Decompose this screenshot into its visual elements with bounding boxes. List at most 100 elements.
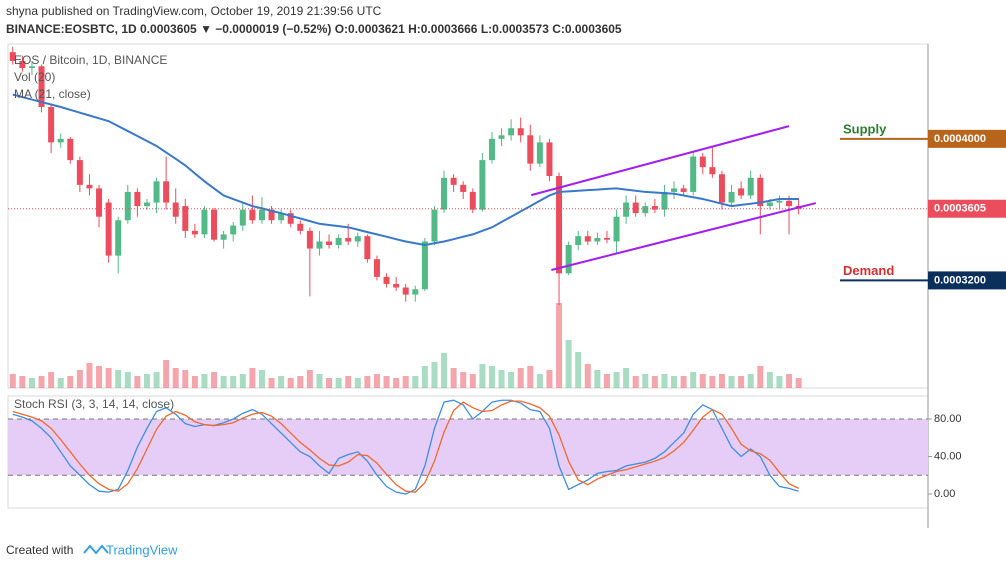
volume-bar	[326, 378, 333, 388]
candle-body	[220, 234, 227, 240]
volume-bar	[508, 372, 515, 388]
volume-bar	[718, 374, 725, 388]
candle-body	[488, 138, 495, 161]
candle-body	[412, 289, 419, 295]
volume-bar	[354, 378, 361, 388]
volume-bar	[115, 370, 122, 388]
volume-bar	[642, 374, 649, 388]
volume-bar	[565, 340, 572, 388]
volume-bar	[306, 370, 313, 388]
volume-bar	[661, 374, 668, 388]
candle-body	[335, 237, 342, 246]
candle-body	[536, 142, 543, 164]
candle-body	[57, 138, 64, 143]
candle-body	[201, 209, 208, 235]
volume-bar	[143, 374, 150, 388]
volume-bar	[747, 374, 754, 388]
trend-line	[530, 125, 790, 197]
volume-bar	[287, 378, 294, 388]
stoch-line	[12, 399, 799, 495]
candle-body	[651, 206, 658, 210]
candle-body	[757, 177, 764, 207]
volume-bar	[651, 376, 658, 388]
candle-body	[498, 135, 505, 139]
volume-bar	[536, 374, 543, 388]
volume-bar	[124, 372, 131, 388]
volume-bar	[201, 374, 208, 388]
volume-bar	[153, 372, 160, 388]
candle-body	[421, 241, 428, 290]
trend-line	[551, 202, 817, 271]
candle-body	[613, 216, 620, 242]
volume-bar	[527, 366, 534, 388]
volume-bar	[623, 368, 630, 388]
candle-body	[326, 241, 333, 246]
candle-body	[747, 177, 754, 196]
volume-bar	[488, 366, 495, 388]
volume-bar	[584, 364, 591, 388]
candle-body	[249, 209, 256, 221]
volume-bar	[191, 376, 198, 388]
candle-body	[383, 276, 390, 284]
candle-body	[115, 220, 122, 256]
stoch-band	[8, 418, 928, 476]
candle-body	[766, 202, 773, 207]
volume-bar	[38, 376, 45, 388]
candle-body	[460, 184, 467, 192]
volume-bar	[258, 370, 265, 388]
candle-body	[230, 225, 237, 235]
volume-bar	[316, 374, 323, 388]
candle-body	[86, 184, 93, 189]
candle-body	[76, 160, 83, 185]
candle-body	[690, 156, 697, 192]
level-badge	[928, 271, 1006, 290]
footer-brand[interactable]: TradingView	[106, 542, 178, 557]
level-name: Demand	[843, 263, 894, 278]
candle-body	[19, 60, 26, 69]
volume-bar	[738, 376, 745, 388]
volume-bar	[211, 372, 218, 388]
last-price-badge	[928, 199, 1006, 218]
volume-bar	[709, 376, 716, 388]
volume-bar	[632, 376, 639, 388]
candle-body	[258, 209, 265, 221]
candle-body	[565, 245, 572, 274]
volume-bar	[421, 366, 428, 388]
candle-body	[191, 230, 198, 235]
candle-body	[709, 167, 716, 175]
volume-bar	[345, 376, 352, 388]
candle-body	[96, 188, 103, 217]
footer-created: Created with	[6, 543, 73, 557]
volume-bar	[786, 374, 793, 388]
candle-body	[699, 156, 706, 168]
candle-body	[556, 176, 563, 274]
candle-body	[508, 128, 515, 136]
volume-bar	[220, 376, 227, 388]
volume-bar	[9, 374, 16, 388]
candle-body	[345, 237, 352, 242]
stoch-tick-label: 80.00	[934, 413, 962, 425]
candle-body	[364, 236, 371, 260]
candle-body	[402, 287, 409, 295]
candle-body	[316, 241, 323, 249]
volume-bar	[278, 376, 285, 388]
candle-body	[786, 200, 793, 207]
volume-bar	[498, 370, 505, 388]
volume-bar	[239, 374, 246, 388]
volume-bar	[556, 303, 563, 388]
candle-body	[479, 160, 486, 210]
candle-body	[603, 237, 610, 240]
candle-body	[48, 106, 55, 143]
volume-bar	[431, 362, 438, 388]
volume-bar	[163, 360, 170, 388]
volume-bar	[795, 378, 802, 388]
volume-bar	[469, 374, 476, 388]
volume-bar	[57, 378, 64, 388]
candle-body	[431, 209, 438, 242]
stoch-legend: Stoch RSI (3, 3, 14, 14, close)	[14, 397, 174, 411]
candle-body	[575, 236, 582, 246]
candle-body	[124, 191, 131, 221]
volume-bar	[603, 374, 610, 388]
